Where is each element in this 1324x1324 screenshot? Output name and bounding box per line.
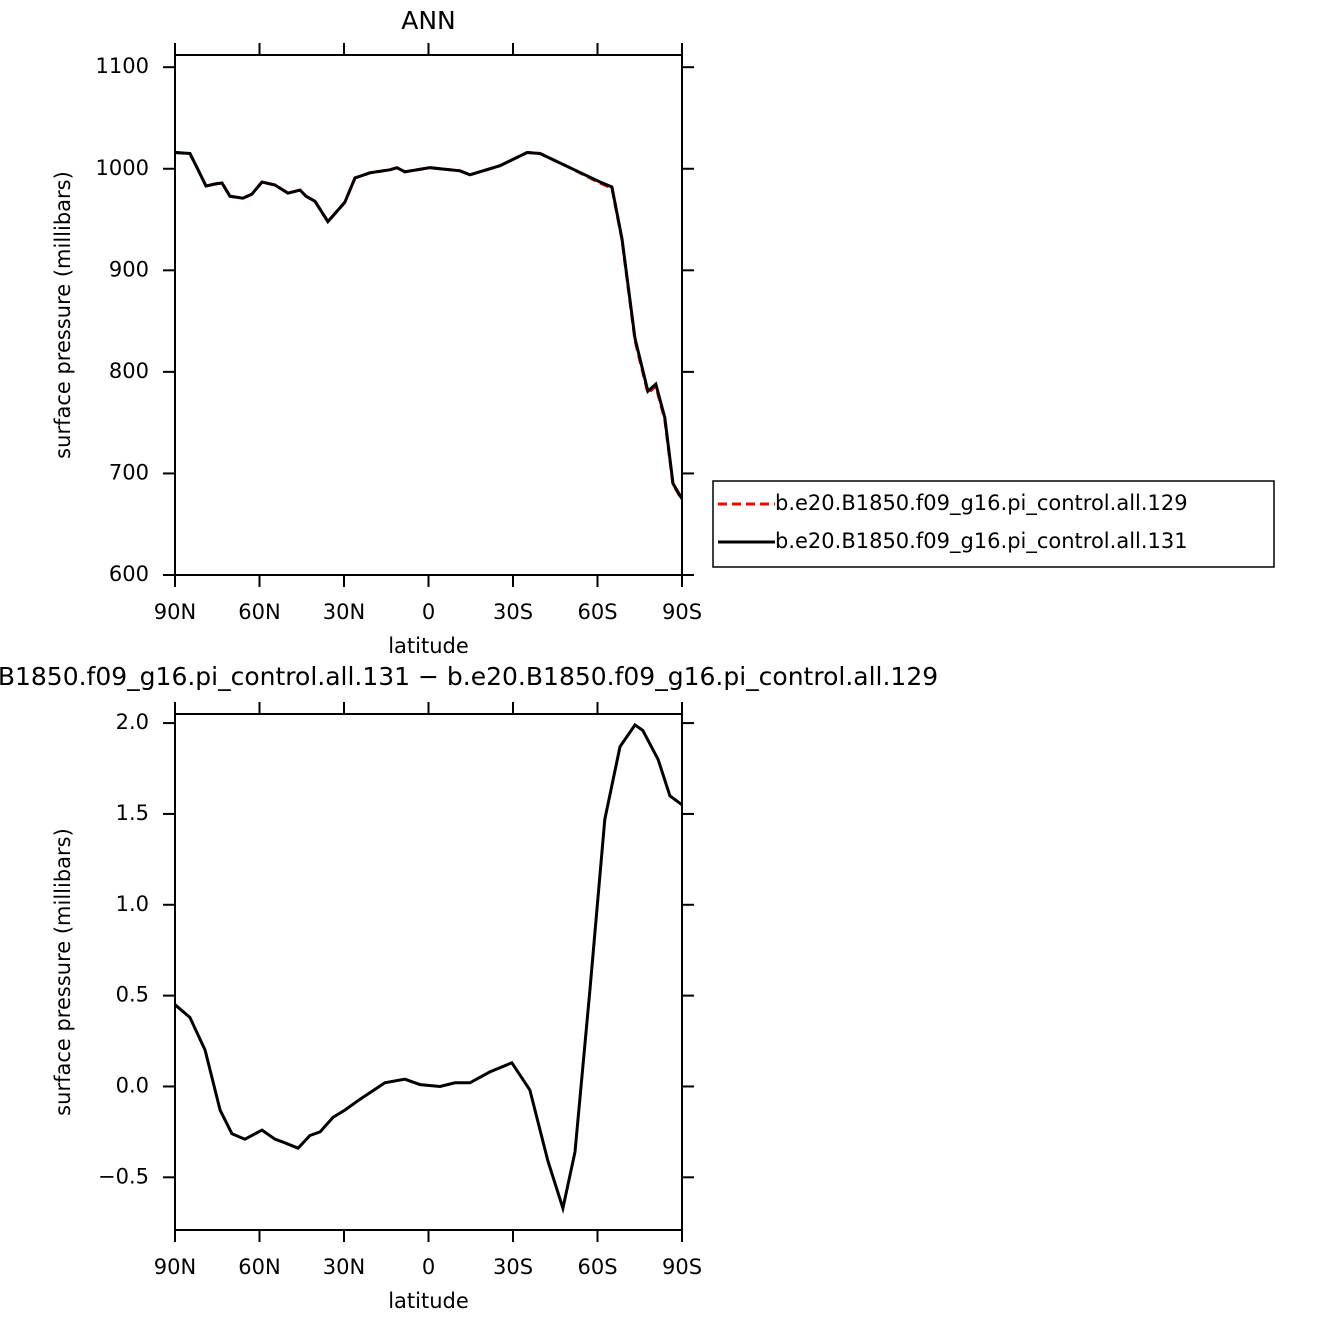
y-tick-label: 600 [109,562,149,586]
data-line [174,722,683,1215]
y-axis-label: surface pressure (millibars) [51,828,75,1116]
y-tick-label: 2.0 [116,710,149,734]
x-tick-label: 90S [662,600,702,624]
data-line [174,150,684,500]
x-tick-label: 30N [323,1255,365,1279]
x-tick-label: 0 [422,1255,435,1279]
chart: ANN 600 700 800 900 1000 1100 90N 60N 30N 0 30S 60S 9… [51,6,1275,658]
chart-title: b.e20.B1850.f09_g16.pi_control.all.131 −… [0,662,938,691]
x-tick-label: 60S [577,600,617,624]
x-tick-label: 90N [154,600,196,624]
x-tick-label: 30S [493,600,533,624]
y-tick-label: −0.5 [98,1164,149,1188]
legend-box [712,480,1275,568]
x-axis-label: latitude [388,1289,469,1313]
y-tick-label: 900 [109,257,149,281]
x-tick-label: 60N [238,600,280,624]
x-tick-label: 90S [662,1255,702,1279]
y-tick-label: 1.0 [116,892,149,916]
legend-label: b.e20.B1850.f09_g16.pi_control.all.129 [775,491,1188,516]
legend-label: b.e20.B1850.f09_g16.pi_control.all.131 [775,529,1188,554]
x-tick-label: 60S [577,1255,617,1279]
x-tick-label: 90N [154,1255,196,1279]
y-tick-label: 1100 [96,54,149,78]
y-axis-label: surface pressure (millibars) [51,171,75,459]
chart: b.e20.B1850.f09_g16.pi_control.all.131 −… [0,662,938,1313]
x-tick-label: 30N [323,600,365,624]
y-tick-label: 1.5 [116,801,149,825]
x-tick-label: 60N [238,1255,280,1279]
x-tick-label: 0 [422,600,435,624]
y-tick-label: 0.0 [116,1073,149,1097]
plot-frame [174,54,683,576]
y-tick-label: 0.5 [116,983,149,1007]
y-tick-label: 700 [109,460,149,484]
x-axis-label: latitude [388,634,469,658]
chart-title: ANN [401,6,456,35]
y-tick-label: 1000 [96,156,149,180]
y-tick-label: 800 [109,359,149,383]
x-tick-label: 30S [493,1255,533,1279]
data-line [174,150,684,501]
plot-frame [174,713,683,1231]
